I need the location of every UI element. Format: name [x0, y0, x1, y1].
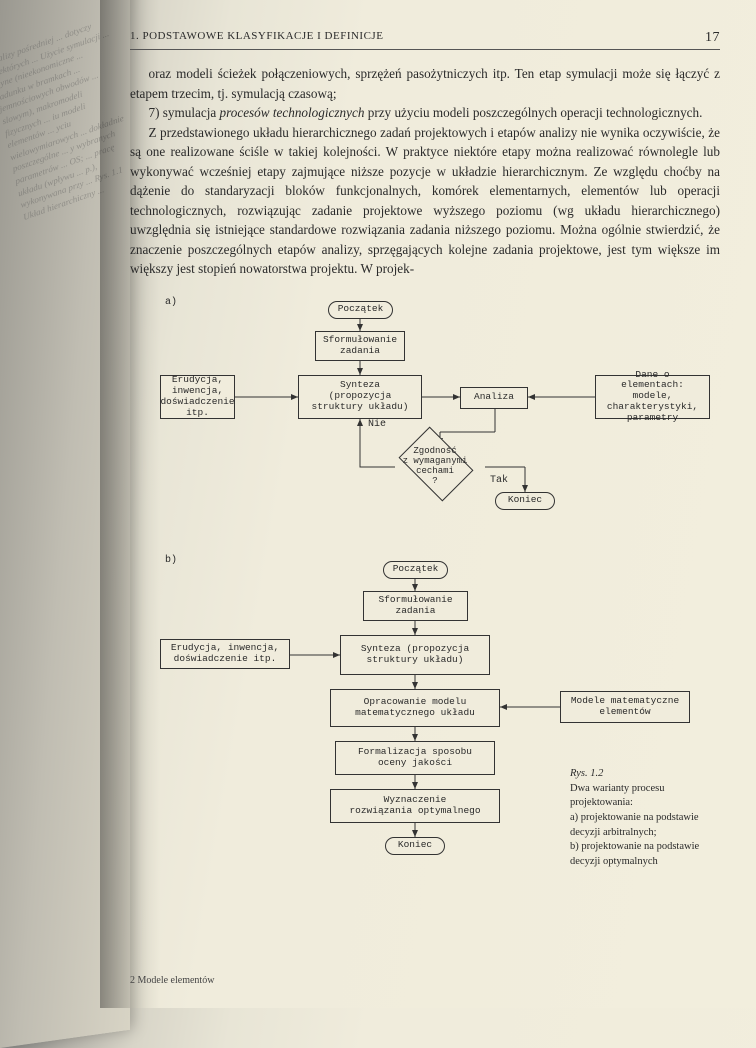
figure-caption: Rys. 1.2 Dwa warianty procesu projektowa… — [570, 767, 720, 870]
node-a-2: Synteza (propozycja struktury układu) — [298, 375, 422, 419]
node-b-side2: Modele matematyczne elementów — [560, 691, 690, 723]
para-1: oraz modeli ścieżek połączeniowych, sprz… — [130, 64, 720, 103]
label-no: Nie — [368, 419, 386, 430]
page-number: 17 — [705, 30, 720, 46]
body-text: oraz modeli ścieżek połączeniowych, sprz… — [130, 64, 720, 279]
node-a-start: Początek — [328, 301, 393, 319]
node-a-decision: Zgodność z wymaganymi cechami ? — [390, 447, 480, 487]
caption-line3: b) projektowanie na podstawie decyzji op… — [570, 841, 699, 867]
node-b-start: Początek — [383, 561, 448, 579]
footer-text: 2 Modele elementów — [130, 975, 214, 986]
node-b-side: Erudycja, inwencja, doświadczenie itp. — [160, 639, 290, 669]
fig-a-label: a) — [165, 297, 177, 308]
node-a-side: Erudycja, inwencja, doświadczenie itp. — [160, 375, 235, 419]
caption-line1: Dwa warianty procesu projektowania: — [570, 783, 664, 809]
caption-title: Rys. 1.2 — [570, 768, 603, 779]
caption-line2: a) projektowanie na podstawie decyzji ar… — [570, 812, 699, 838]
node-b-1: Sformułowanie zadania — [363, 591, 468, 621]
page-content: 1. PODSTAWOWE KLASYFIKACJE I DEFINICJE 1… — [130, 30, 720, 857]
node-a-side2: Dane o elementach: modele, charakterysty… — [595, 375, 710, 419]
figure-1-2: a) Początek Sformułowanie zadania Erudyc… — [130, 297, 720, 857]
node-a-3: Analiza — [460, 387, 528, 409]
label-yes: Tak — [490, 475, 508, 486]
fig-b-label: b) — [165, 555, 177, 566]
node-b-4: Formalizacja sposobu oceny jakości — [335, 741, 495, 775]
node-b-5: Wyznaczenie rozwiązania optymalnego — [330, 789, 500, 823]
node-a-end: Koniec — [495, 492, 555, 510]
node-b-end: Koniec — [385, 837, 445, 855]
node-a-1: Sformułowanie zadania — [315, 331, 405, 361]
para-3: Z przedstawionego układu hierarchicznego… — [130, 123, 720, 279]
page-header: 1. PODSTAWOWE KLASYFIKACJE I DEFINICJE 1… — [130, 30, 720, 50]
node-b-2: Synteza (propozycja struktury układu) — [340, 635, 490, 675]
ghost-text: analizy pośredniej ... dotyczy niektóryc… — [0, 15, 130, 224]
para-2: 7) symulacja procesów technologicznych p… — [130, 103, 720, 123]
adjacent-page: analizy pośredniej ... dotyczy niektóryc… — [0, 0, 130, 1048]
node-b-3: Opracowanie modelu matematycznego układu — [330, 689, 500, 727]
section-title: 1. PODSTAWOWE KLASYFIKACJE I DEFINICJE — [130, 30, 383, 46]
